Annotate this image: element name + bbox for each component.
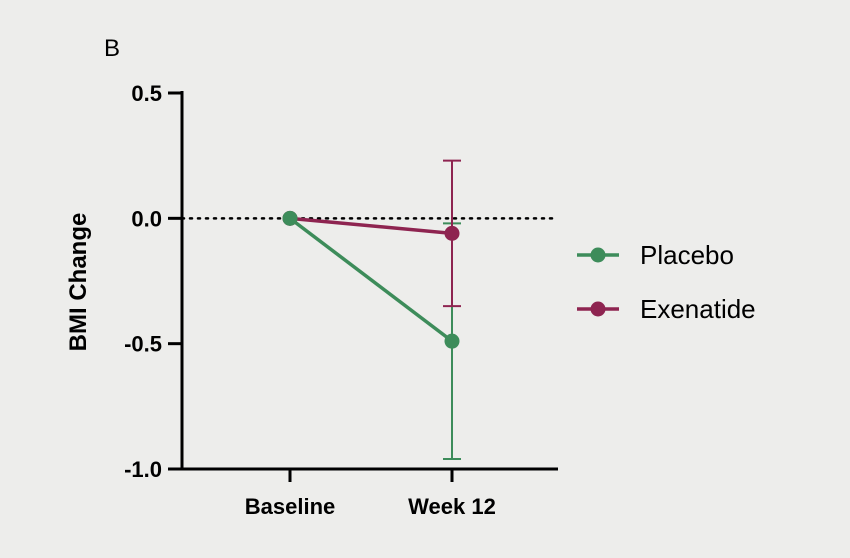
y-tick-label: -0.5 xyxy=(124,332,162,357)
y-tick-label: -1.0 xyxy=(124,457,162,482)
data-point-exenatide xyxy=(444,225,460,241)
legend-marker-placebo xyxy=(590,247,606,263)
series-line-placebo xyxy=(288,216,454,343)
data-point-placebo xyxy=(282,210,298,226)
legend-label-exenatide: Exenatide xyxy=(640,294,756,324)
series-line-exenatide xyxy=(289,216,453,236)
y-tick-label: 0.5 xyxy=(131,81,162,106)
data-point-placebo xyxy=(444,333,460,349)
x-tick-label: Week 12 xyxy=(408,494,496,519)
legend: Placebo Exenatide xyxy=(577,240,756,324)
y-axis-title: BMI Change xyxy=(65,213,92,352)
y-tick-label: 0.0 xyxy=(131,206,162,231)
plot-layer: 0.5 0.0 -0.5 -1.0 Baseline Week 12 xyxy=(124,81,560,519)
panel-label: B xyxy=(104,35,120,62)
legend-marker-exenatide xyxy=(590,301,606,317)
legend-label-placebo: Placebo xyxy=(640,240,734,270)
x-tick-label: Baseline xyxy=(245,494,336,519)
